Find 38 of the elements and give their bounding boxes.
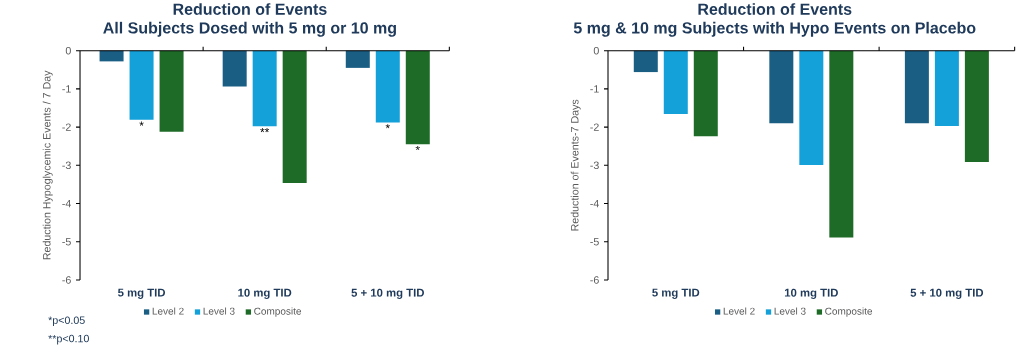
legend-label: Level 2 <box>723 307 755 315</box>
annotation: * <box>415 146 420 151</box>
x-tick-label: 5 + 10 mg TID <box>351 288 424 300</box>
y-tick-label: 0 <box>65 47 71 55</box>
x-tick-label: 10 mg TID <box>238 288 292 300</box>
x-tick-label: 5 mg TID <box>652 288 700 300</box>
chart-title: Reduction of Events <box>698 3 852 16</box>
legend-label: Composite <box>254 307 302 317</box>
y-tick-label: -5 <box>590 238 599 246</box>
annotation: * <box>139 121 144 126</box>
text: **p<0.10 <box>48 334 89 345</box>
annotation: * <box>385 124 390 129</box>
y-tick-label: 0 <box>593 47 599 55</box>
x-tick-label: 5 mg TID <box>118 288 166 300</box>
y-tick-label: -6 <box>62 276 71 284</box>
legend-label: Level 3 <box>203 307 235 315</box>
y-tick-label: -3 <box>590 161 599 170</box>
x-tick-label: 10 mg TID <box>784 288 838 300</box>
text: *p<0.05 <box>48 316 85 327</box>
x-tick-label: 5 + 10 mg TID <box>910 288 984 300</box>
y-tick-label: -5 <box>62 238 71 246</box>
y-tick-label: -4 <box>590 200 599 208</box>
y-tick-label: -3 <box>62 161 71 170</box>
chart-subtitle: 5 mg & 10 mg Subjects with Hypo Events on Placebo <box>573 21 976 37</box>
legend-label: Level 2 <box>152 307 184 315</box>
y-tick-label: -4 <box>62 200 71 208</box>
chart-title: Reduction of Events <box>173 3 327 16</box>
legend-label: Composite <box>825 307 873 317</box>
y-tick-label: -2 <box>590 123 599 132</box>
y-tick-label: -6 <box>590 276 599 284</box>
y-tick-label: -2 <box>62 123 71 132</box>
annotation: ** <box>260 128 270 133</box>
y-tick-label: -1 <box>62 85 71 93</box>
chart-subtitle: All Subjects Dosed with 5 mg or 10 mg <box>103 21 396 37</box>
legend-label: Level 3 <box>774 307 806 315</box>
y-axis-title: Reduction of Events-7 Days <box>570 99 581 231</box>
y-tick-label: -1 <box>590 85 599 93</box>
y-axis-title: Reduction Hypoglycemic Events / 7 Day <box>42 70 53 260</box>
